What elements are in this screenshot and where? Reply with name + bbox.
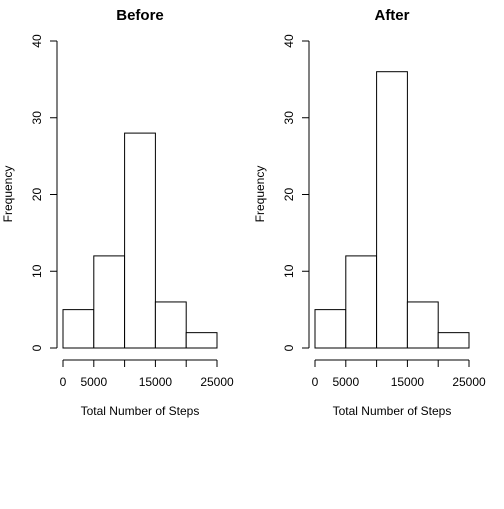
y-tick-label: 0 (282, 344, 296, 351)
histogram-bar (155, 302, 186, 348)
y-tick-label: 20 (282, 188, 296, 202)
histogram-bar (186, 333, 217, 348)
y-tick-label: 40 (282, 34, 296, 48)
chart-title: After (374, 7, 409, 24)
x-tick-label: 5000 (80, 375, 107, 389)
histogram-bar (438, 333, 469, 348)
y-tick-label: 30 (30, 111, 44, 125)
x-tick-label: 25000 (452, 375, 486, 389)
x-tick-label: 5000 (332, 375, 359, 389)
x-tick-label: 0 (60, 375, 67, 389)
y-tick-label: 20 (30, 188, 44, 202)
chart-title: Before (116, 7, 164, 24)
x-tick-label: 0 (312, 375, 319, 389)
y-axis-label: Frequency (1, 166, 15, 223)
y-tick-label: 30 (282, 111, 296, 125)
histogram-bar (407, 302, 438, 348)
histogram-bar (315, 310, 346, 348)
histogram-bar (125, 133, 156, 348)
panel-after: After Total Number of Steps Frequency 0 1… (253, 7, 486, 418)
panel-before: Before Total Number of Steps Frequency 0… (1, 7, 234, 418)
x-tick-label: 25000 (200, 375, 234, 389)
y-tick-label: 40 (30, 34, 44, 48)
histogram-bar (94, 256, 125, 348)
y-tick-label: 10 (282, 264, 296, 278)
x-axis-label: Total Number of Steps (81, 404, 200, 418)
histogram-bar (63, 310, 94, 348)
x-tick-label: 15000 (139, 375, 173, 389)
histogram-bar (377, 72, 408, 348)
y-tick-label: 10 (30, 264, 44, 278)
y-tick-label: 0 (30, 344, 44, 351)
x-tick-label: 15000 (391, 375, 425, 389)
y-axis-label: Frequency (253, 166, 267, 223)
histogram-bar (346, 256, 377, 348)
x-axis-label: Total Number of Steps (333, 404, 452, 418)
